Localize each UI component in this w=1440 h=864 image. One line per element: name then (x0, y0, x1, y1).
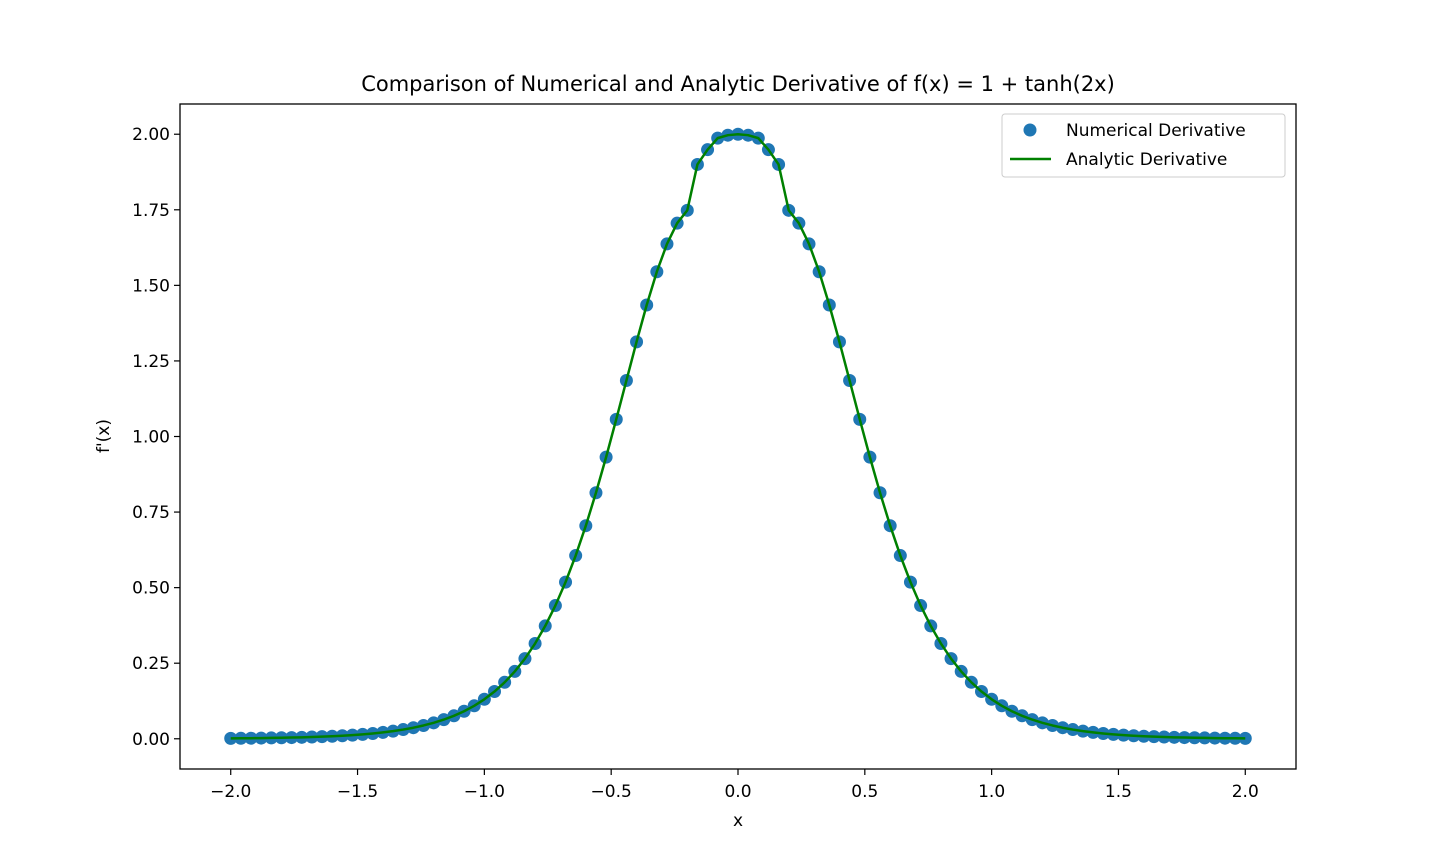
y-tick-label: 0.25 (132, 654, 170, 674)
x-tick-label: 0.0 (724, 782, 751, 802)
legend-label-analytic: Analytic Derivative (1066, 150, 1227, 170)
y-tick-label: 1.50 (132, 276, 170, 296)
legend: Numerical Derivative Analytic Derivative (1001, 113, 1286, 178)
x-tick-label: −2.0 (210, 782, 251, 802)
x-axis-label: x (733, 811, 743, 831)
y-tick-label: 0.50 (132, 579, 170, 599)
y-tick-label: 2.00 (132, 125, 170, 145)
analytic-line (230, 133, 1246, 740)
y-axis: 0.00 0.25 0.50 0.75 1.00 1.25 1.50 1.75 2.00 (132, 125, 180, 750)
x-tick-label: −1.5 (337, 782, 378, 802)
plot-area (179, 103, 1297, 770)
numerical-point (224, 731, 238, 745)
x-tick-label: −0.5 (591, 782, 632, 802)
x-tick-label: 0.5 (851, 782, 878, 802)
series-layer (224, 127, 1252, 745)
x-tick-label: 2.0 (1232, 782, 1259, 802)
legend-marker-numerical (1023, 123, 1037, 137)
chart-title: Comparison of Numerical and Analytic Der… (361, 72, 1115, 96)
axes-frame (179, 103, 1297, 770)
y-axis-label: f'(x) (94, 419, 114, 453)
x-tick-label: 1.5 (1105, 782, 1132, 802)
x-axis: −2.0 −1.5 −1.0 −0.5 0.0 0.5 1.0 1.5 2.0 (210, 769, 1259, 802)
x-tick-label: −1.0 (464, 782, 505, 802)
legend-box (1001, 113, 1286, 178)
y-tick-label: 0.00 (132, 730, 170, 750)
x-tick-label: 1.0 (978, 782, 1005, 802)
y-tick-label: 1.75 (132, 201, 170, 221)
numerical-point (1238, 731, 1252, 745)
legend-label-numerical: Numerical Derivative (1066, 121, 1246, 141)
y-tick-label: 0.75 (132, 503, 170, 523)
y-tick-label: 1.00 (132, 428, 170, 448)
y-tick-label: 1.25 (132, 352, 170, 372)
